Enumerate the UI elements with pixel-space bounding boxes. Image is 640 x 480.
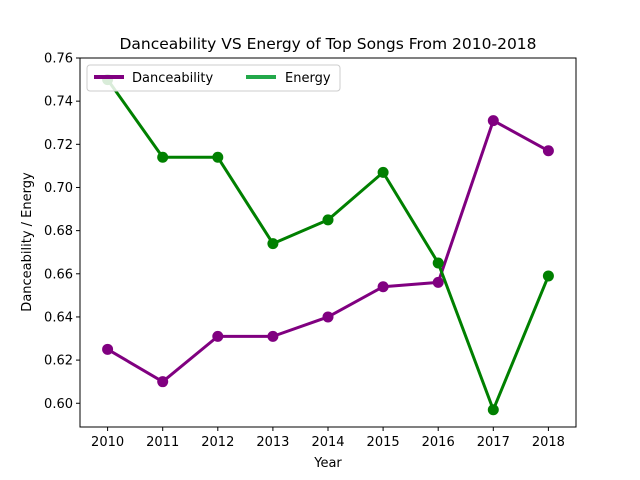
point-energy-2018 xyxy=(542,270,554,282)
x-tick-label-2012: 2012 xyxy=(201,435,234,450)
y-tick-label-0.72: 0.72 xyxy=(44,138,73,153)
point-energy-2016 xyxy=(432,257,444,269)
point-danceability-2014 xyxy=(322,311,334,323)
point-danceability-2015 xyxy=(377,281,389,293)
y-tick-label-0.70: 0.70 xyxy=(44,181,73,196)
y-tick-label-0.62: 0.62 xyxy=(44,354,73,369)
point-energy-2014 xyxy=(322,214,334,226)
x-tick-label-2015: 2015 xyxy=(367,435,400,450)
x-tick-label-2011: 2011 xyxy=(146,435,179,450)
point-danceability-2011 xyxy=(157,376,169,388)
y-tick-label-0.60: 0.60 xyxy=(44,397,73,412)
y-axis: 0.60 0.62 0.64 0.66 0.68 0.70 0.72 0.74 0.76 xyxy=(44,52,80,412)
x-axis-title: Year xyxy=(313,456,342,471)
x-tick-label-2013: 2013 xyxy=(256,435,289,450)
y-tick-label-0.64: 0.64 xyxy=(44,310,73,325)
x-tick-label-2010: 2010 xyxy=(91,435,124,450)
point-danceability-2017 xyxy=(487,115,499,127)
x-axis: 2010 2011 2012 2013 2014 2015 2016 2017 2018 xyxy=(91,427,565,450)
point-energy-2017 xyxy=(487,404,499,416)
series-layer xyxy=(102,74,554,416)
x-tick-label-2017: 2017 xyxy=(477,435,510,450)
point-danceability-2010 xyxy=(102,343,114,355)
x-tick-label-2018: 2018 xyxy=(532,435,565,450)
point-energy-2012 xyxy=(212,151,224,163)
point-energy-2013 xyxy=(267,238,279,250)
chart-title: Danceability VS Energy of Top Songs From… xyxy=(119,35,536,53)
point-danceability-2016 xyxy=(432,276,444,288)
x-tick-label-2014: 2014 xyxy=(311,435,344,450)
legend-label-danceability: Danceability xyxy=(132,71,214,86)
y-tick-label-0.76: 0.76 xyxy=(44,52,73,67)
point-energy-2015 xyxy=(377,166,389,178)
point-danceability-2012 xyxy=(212,330,224,342)
legend-label-energy: Energy xyxy=(285,71,331,86)
y-tick-label-0.74: 0.74 xyxy=(44,95,73,110)
legend-box xyxy=(86,64,341,92)
point-danceability-2018 xyxy=(542,145,554,157)
y-tick-label-0.66: 0.66 xyxy=(44,267,73,282)
point-danceability-2013 xyxy=(267,330,279,342)
legend: Danceability Energy xyxy=(86,64,341,92)
point-energy-2011 xyxy=(157,151,169,163)
y-axis-title: Danceability / Energy xyxy=(20,172,35,312)
y-tick-label-0.68: 0.68 xyxy=(44,224,73,239)
x-tick-label-2016: 2016 xyxy=(422,435,455,450)
